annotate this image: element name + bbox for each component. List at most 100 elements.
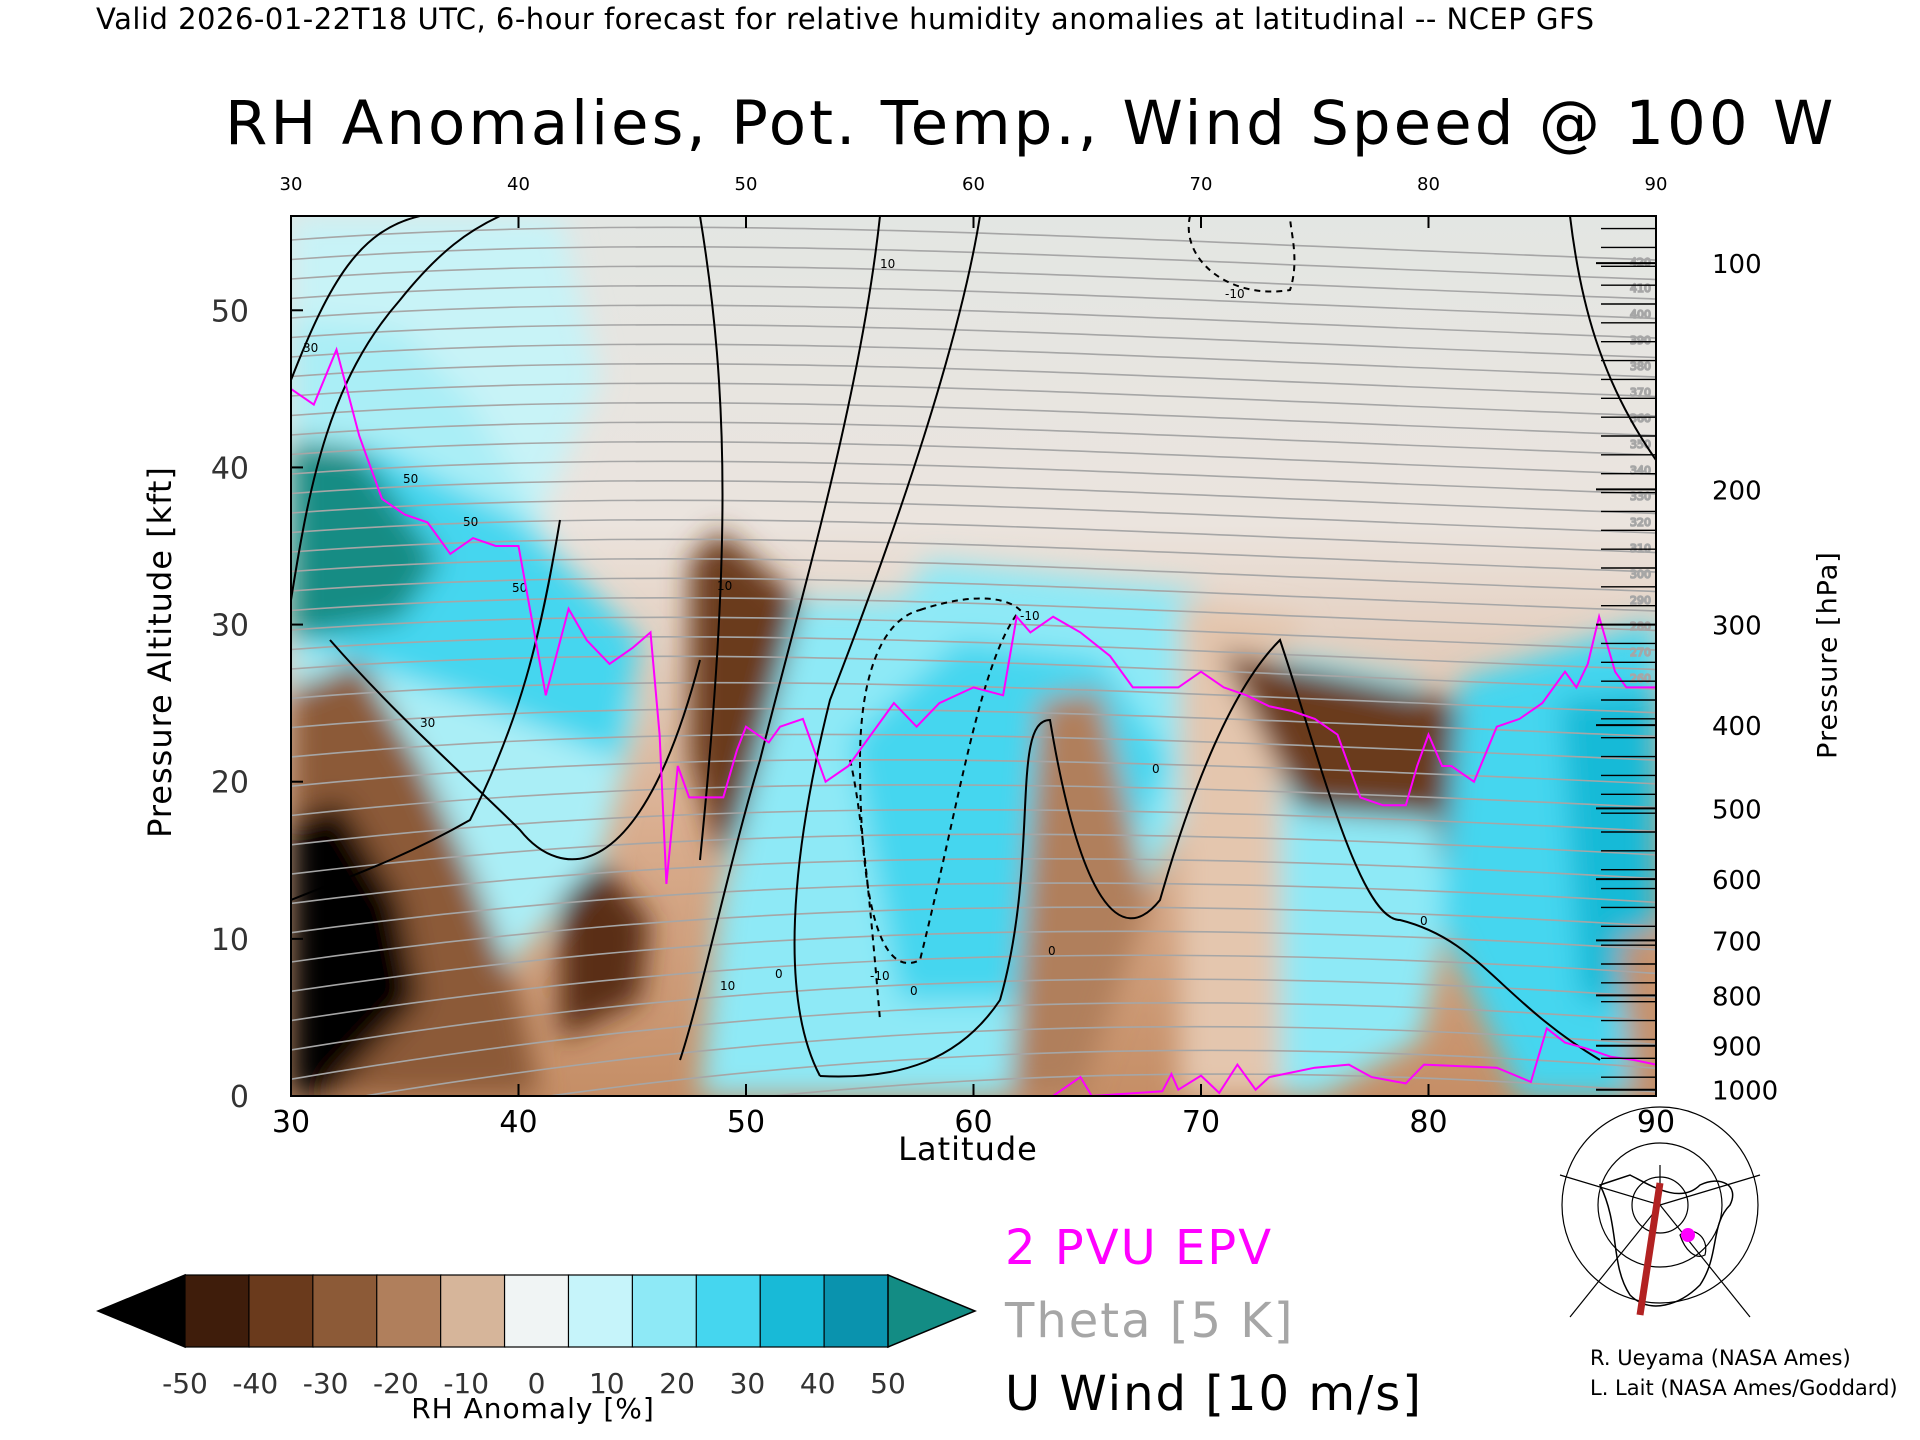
theta-isoline xyxy=(291,363,1656,398)
theta-isoline xyxy=(291,758,1656,787)
wind-contour-label: -10 xyxy=(870,969,890,983)
theta-label: 320 xyxy=(1630,516,1651,529)
x-tick-label: 40 xyxy=(499,1105,537,1140)
epv-lines xyxy=(291,346,1656,1096)
wind-contour-label: 30 xyxy=(303,341,318,355)
theta-isoline xyxy=(291,538,1656,573)
colorbar-tick-label: 20 xyxy=(659,1367,695,1400)
wind-contour-label: 30 xyxy=(420,187,435,201)
chart-title: RH Anomalies, Pot. Temp., Wind Speed @ 1… xyxy=(225,88,1837,159)
theta-isoline xyxy=(291,441,1656,476)
epv-line xyxy=(291,346,1656,884)
wind-contour-label: 50 xyxy=(403,472,418,486)
pressure-tick-label: 800 xyxy=(1712,982,1762,1012)
y-tick-label: 30 xyxy=(211,609,249,644)
theta-isoline xyxy=(291,1002,1656,1080)
x-axis-label: Latitude xyxy=(898,1130,1038,1168)
theta-label: 410 xyxy=(1630,282,1651,295)
theta-isoline xyxy=(291,324,1656,359)
pressure-tick-label: 600 xyxy=(1712,866,1762,896)
top-tick-label: 70 xyxy=(1190,174,1213,195)
wind-contour-label: 10 xyxy=(720,979,735,993)
cross-section-line xyxy=(1636,1182,1664,1316)
colorbar-segment xyxy=(695,1274,762,1348)
x-tick-label: 70 xyxy=(1182,1105,1220,1140)
colorbar-segment xyxy=(440,1274,506,1348)
theta-isoline xyxy=(291,906,1656,963)
colorbar-segment xyxy=(376,1274,442,1348)
x-tick-label: 90 xyxy=(1637,1105,1675,1140)
colorbar-tick-label: -50 xyxy=(162,1367,208,1400)
legend-wind: U Wind [10 m/s] xyxy=(1005,1366,1424,1422)
wind-contour xyxy=(819,638,1601,1078)
top-tick-label: 50 xyxy=(735,174,758,195)
theta-isoline xyxy=(291,616,1656,651)
theta-isoline xyxy=(291,707,1656,738)
theta-isoline xyxy=(291,882,1656,934)
wind-contour-label: 10 xyxy=(880,257,895,271)
theta-isoline xyxy=(291,480,1656,515)
colorbar-tick-label: -10 xyxy=(443,1367,489,1400)
x-tick-label: 60 xyxy=(954,1105,992,1140)
top-tick-label: 60 xyxy=(962,174,985,195)
wind-contour-label: -10 xyxy=(1225,287,1245,301)
top-tick-label: 30 xyxy=(280,174,303,195)
theta-isoline xyxy=(291,499,1656,534)
theta-isoline xyxy=(291,421,1656,456)
wind-contour-label: 0 xyxy=(1048,944,1056,958)
theta-isoline xyxy=(291,460,1656,495)
wind-contour xyxy=(291,519,561,901)
colorbar-tick-label: 0 xyxy=(528,1367,546,1400)
wind-contour-label: 10 xyxy=(717,579,732,593)
legend-epv: 2 PVU EPV xyxy=(1005,1220,1274,1276)
theta-isoline xyxy=(359,1025,1656,1096)
pressure-tick-label: 700 xyxy=(1712,927,1762,957)
pressure-tick-label: 200 xyxy=(1712,476,1762,506)
colorbar-tick-label: -20 xyxy=(373,1367,419,1400)
colorbar-segment xyxy=(759,1274,826,1348)
theta-isoline xyxy=(291,343,1656,378)
colorbar-segment xyxy=(312,1274,378,1348)
y-axis-label-right: Pressure [hPa] xyxy=(1812,551,1844,759)
colorbar-segment xyxy=(567,1274,634,1348)
x-tick-label: 30 xyxy=(272,1105,310,1140)
top-tick-label: 80 xyxy=(1417,174,1440,195)
colorbar-segment xyxy=(631,1274,698,1348)
colorbar-segment xyxy=(503,1274,570,1348)
colorbar-lower-extend xyxy=(96,1273,186,1349)
colorbar-segment xyxy=(248,1274,314,1348)
top-tick-label: 90 xyxy=(1645,174,1668,195)
y-tick-label: 0 xyxy=(230,1080,249,1115)
inset-map xyxy=(1559,1106,1761,1318)
colorbar-upper-extend xyxy=(887,1273,977,1349)
wind-contour-label: 0 xyxy=(1152,762,1160,776)
theta-isoline xyxy=(291,954,1656,1022)
pressure-tick-label: 100 xyxy=(1712,250,1762,280)
wind-contour xyxy=(291,216,501,601)
wind-contour xyxy=(291,216,421,381)
pressure-tick-label: 300 xyxy=(1712,612,1762,642)
colorbar-label: RH Anomaly [%] xyxy=(411,1392,655,1425)
wind-contour-label: 0 xyxy=(1420,914,1428,928)
wind-contour xyxy=(329,639,701,861)
wind-contour xyxy=(679,216,881,1061)
theta-isoline xyxy=(291,597,1656,632)
theta-isoline xyxy=(291,382,1656,417)
theta-isoline xyxy=(291,402,1656,437)
credit-line-2: L. Lait (NASA Ames/Goddard) xyxy=(1590,1376,1898,1400)
theta-isoline xyxy=(291,681,1656,714)
theta-isoline xyxy=(291,1169,1656,1285)
pressure-tick-label: 1000 xyxy=(1712,1077,1778,1107)
theta-label: 260 xyxy=(1630,672,1651,685)
y-tick-label: 40 xyxy=(211,451,249,486)
colorbar-tick-label: -30 xyxy=(303,1367,349,1400)
colorbar-segment xyxy=(184,1274,251,1348)
theta-isoline xyxy=(291,558,1656,593)
theta-isoline xyxy=(764,1073,1656,1096)
wind-contour xyxy=(858,597,1022,964)
colorbar-tick-label: 40 xyxy=(800,1367,836,1400)
